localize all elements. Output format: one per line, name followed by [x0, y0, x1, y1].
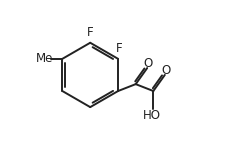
Text: HO: HO — [143, 109, 161, 122]
Text: O: O — [143, 57, 153, 70]
Text: F: F — [87, 26, 94, 39]
Text: Me: Me — [36, 52, 53, 65]
Text: F: F — [116, 42, 122, 55]
Text: O: O — [161, 63, 170, 77]
